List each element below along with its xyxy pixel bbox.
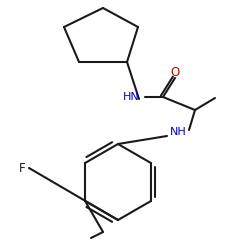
Text: NH: NH xyxy=(169,127,185,137)
Text: HN: HN xyxy=(122,92,139,102)
Text: O: O xyxy=(170,66,179,78)
Text: F: F xyxy=(19,162,25,174)
